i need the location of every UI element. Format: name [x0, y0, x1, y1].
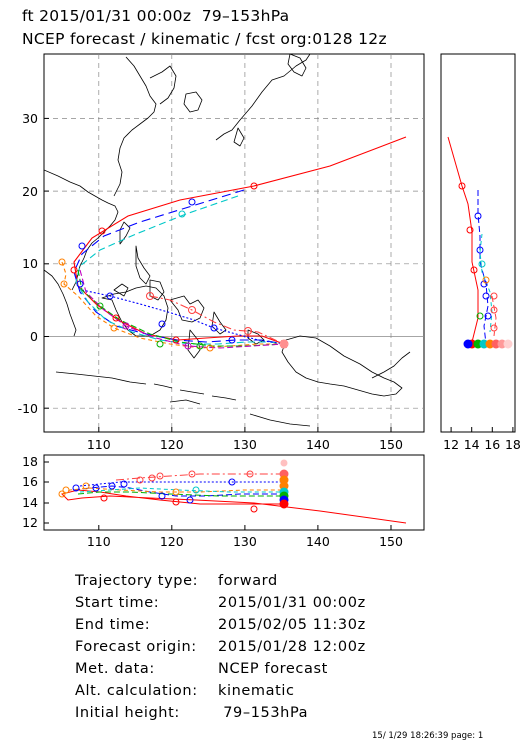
bottom-y-tick-label: 16 [22, 474, 38, 489]
info-label: Met. data: [75, 661, 155, 677]
map-lon-tick-label: 120 [160, 437, 184, 452]
bottom-trajectory-orange [61, 487, 284, 495]
bottom-y-tick-label: 12 [22, 515, 38, 530]
side-trajectory-blue [477, 190, 489, 345]
map-axes: 110 120 130 140 150 30 20 10 0 -10 [18, 111, 403, 452]
info-row-end-time: End time: 2015/02/05 11:30z [75, 614, 366, 636]
trajectory-orange [61, 261, 284, 349]
bottom-y-tick-label: 14 [22, 495, 38, 510]
map-lon-tick-label: 130 [233, 437, 257, 452]
info-value: 2015/01/31 00:00z [218, 595, 366, 611]
trajectory-red-dashdot [149, 295, 285, 345]
info-label: Initial height: [75, 705, 180, 721]
map-lat-tick-label: 20 [22, 184, 38, 199]
bottom-trajectory-blue [73, 485, 284, 497]
bottom-trajectory-green [77, 491, 284, 497]
info-value: NCEP forecast [218, 661, 328, 677]
info-value: 2015/02/05 11:30z [218, 617, 366, 633]
map-lon-tick-label: 150 [379, 437, 403, 452]
info-label: Alt. calculation: [75, 683, 198, 699]
info-value: 79–153hPa [218, 705, 309, 721]
info-row-initial-height: Initial height: 79–153hPa [75, 702, 366, 724]
map-lat-tick-label: -10 [18, 401, 38, 416]
info-row-trajectory-type: Trajectory type: forward [75, 570, 366, 592]
trajectory-info: Trajectory type: forward Start time: 2015/… [75, 570, 366, 724]
bottom-x-tick-label: 120 [160, 534, 184, 549]
map-lat-tick-label: 0 [30, 329, 38, 344]
footer-timestamp: 15/ 1/29 18:26:39 page: 1 [372, 731, 484, 741]
info-label: Trajectory type: [75, 573, 199, 589]
trajectory-green [77, 269, 285, 347]
info-row-met-data: Met. data: NCEP forecast [75, 658, 366, 680]
map-panel [43, 53, 425, 433]
map-gridlines [44, 54, 424, 432]
info-label: End time: [75, 617, 151, 633]
side-x-tick-label: 18 [505, 437, 521, 452]
side-trajectory-cyan [479, 233, 493, 333]
info-value: 2015/01/28 12:00z [218, 639, 366, 655]
side-x-tick-label: 16 [484, 437, 500, 452]
bottom-trajectory-red [61, 489, 407, 524]
map-lat-tick-label: 10 [22, 256, 38, 271]
info-label: Start time: [75, 595, 160, 611]
trajectory-blue-dotted [81, 289, 285, 345]
info-value: forward [218, 573, 278, 589]
bottom-x-tick-label: 150 [379, 534, 403, 549]
info-row-alt-calculation: Alt. calculation: kinematic [75, 680, 366, 702]
bottom-trajectory-blue-dotted [79, 481, 284, 487]
bottom-panel: 18 16 14 12 110 120 130 140 150 [22, 454, 425, 549]
bottom-y-tick-label: 18 [22, 454, 38, 469]
bottom-trajectory-cyan [79, 487, 284, 493]
side-x-tick-label: 12 [443, 437, 459, 452]
header-title-line2: NCEP forecast / kinematic / fcst org:012… [22, 30, 387, 48]
side-trajectory-red-dashed [491, 295, 497, 337]
bottom-x-tick-label: 110 [87, 534, 111, 549]
info-value: kinematic [218, 683, 295, 699]
trajectories [61, 136, 407, 349]
trajectory-cyan [75, 195, 285, 345]
map-lon-tick-label: 140 [306, 437, 330, 452]
header-title-line1: ft 2015/01/31 00:00z 79–153hPa [22, 7, 290, 25]
map-lon-tick-label: 110 [87, 437, 111, 452]
info-row-start-time: Start time: 2015/01/31 00:00z [75, 592, 366, 614]
map-lat-tick-label: 30 [22, 111, 38, 126]
trajectory-blue [73, 189, 285, 345]
trajectory-markers [58, 182, 289, 352]
side-panel: 12 14 16 18 [440, 53, 521, 452]
bottom-x-tick-label: 140 [306, 534, 330, 549]
info-label: Forecast origin: [75, 639, 197, 655]
info-row-forecast-origin: Forecast origin: 2015/01/28 12:00z [75, 636, 366, 658]
trajectory-purple [79, 269, 285, 349]
side-x-tick-label: 14 [464, 437, 480, 452]
bottom-x-tick-label: 130 [233, 534, 257, 549]
